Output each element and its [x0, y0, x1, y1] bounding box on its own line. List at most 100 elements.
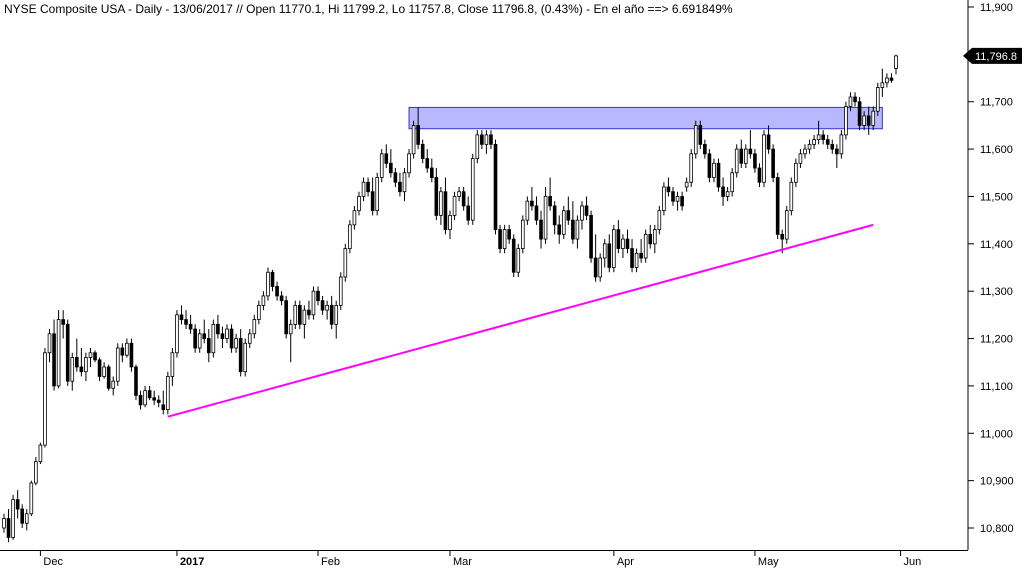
candle-body	[357, 196, 361, 212]
candle-body	[338, 276, 343, 306]
candle-body	[211, 323, 216, 354]
y-tick-label: 10,800	[980, 523, 1014, 535]
candle-body	[379, 153, 384, 178]
candle-body	[480, 134, 484, 145]
candle	[466, 196, 471, 225]
candle	[261, 291, 266, 311]
candle	[816, 120, 821, 145]
candle	[448, 210, 452, 240]
candle	[675, 191, 680, 211]
candle-body	[862, 115, 866, 126]
candle-body	[885, 77, 889, 84]
candle-body	[193, 328, 197, 349]
candle-body	[489, 134, 493, 145]
chart-title: NYSE Composite USA - Daily - 13/06/2017 …	[4, 2, 733, 16]
x-tick-label: Apr	[617, 556, 634, 568]
candle-body	[325, 304, 329, 311]
candle-body	[179, 314, 184, 321]
candle	[753, 149, 757, 173]
candle	[29, 480, 34, 517]
candle-body	[766, 134, 771, 150]
candle	[220, 326, 225, 349]
candle-body	[11, 499, 15, 538]
candle	[598, 253, 602, 282]
candle-body	[52, 333, 56, 387]
candle	[61, 310, 65, 339]
candle-body	[794, 162, 798, 183]
candle	[730, 168, 734, 197]
candle	[539, 210, 543, 249]
candle	[612, 224, 616, 273]
candle	[216, 314, 220, 339]
candle	[703, 139, 707, 159]
candle	[379, 149, 384, 183]
candle-body	[348, 224, 352, 249]
candle	[316, 286, 320, 306]
candle	[348, 220, 352, 254]
candle	[880, 68, 885, 97]
x-tick-label: Jun	[904, 556, 922, 568]
candle-body	[835, 148, 839, 155]
candle	[206, 329, 211, 363]
candle	[320, 295, 325, 315]
candle	[662, 182, 666, 216]
candle-body	[425, 158, 430, 169]
candle-body	[507, 229, 511, 240]
candle-body	[275, 286, 279, 297]
candle-body	[571, 219, 575, 240]
candle	[580, 201, 584, 230]
candle-body	[771, 148, 775, 178]
candle	[6, 509, 11, 543]
candle	[525, 196, 530, 225]
candle	[616, 220, 621, 254]
candle	[184, 310, 188, 330]
candle-body	[475, 134, 480, 159]
candle	[88, 348, 93, 367]
candle-body	[29, 482, 34, 515]
candle	[398, 172, 402, 197]
candle	[293, 300, 298, 330]
candle	[279, 291, 284, 306]
candle	[671, 186, 675, 206]
candle	[680, 191, 684, 211]
candle-body	[775, 177, 780, 235]
candle-body	[443, 191, 448, 231]
candle-body	[439, 191, 443, 216]
candle-body	[866, 115, 871, 126]
candle	[47, 329, 52, 363]
candle-body	[598, 257, 602, 278]
candle-body	[671, 191, 675, 202]
candle	[2, 513, 6, 533]
candle	[97, 357, 102, 382]
candle-body	[530, 200, 534, 207]
candle	[844, 101, 848, 140]
candle-body	[138, 394, 143, 406]
candle-body	[115, 347, 120, 382]
candle	[56, 310, 61, 389]
candle-body	[853, 96, 857, 103]
candle	[480, 130, 484, 150]
candle	[748, 130, 753, 159]
candle-body	[780, 233, 785, 240]
candle-body	[352, 210, 357, 226]
candle	[862, 111, 866, 131]
candle	[689, 149, 694, 187]
last-price-tag	[963, 47, 1022, 64]
candle	[161, 390, 166, 415]
candle	[894, 54, 898, 75]
candle-body	[511, 238, 516, 273]
candle-body	[848, 96, 853, 107]
candle	[429, 158, 434, 183]
candle	[498, 224, 502, 254]
candle-body	[607, 243, 612, 268]
candle-body	[448, 214, 452, 231]
candle-body	[15, 499, 20, 510]
candle-body	[612, 229, 616, 268]
candle-body	[47, 333, 52, 354]
candle-body	[561, 210, 566, 235]
candle	[175, 310, 179, 358]
candle	[698, 120, 703, 150]
candle-body	[452, 196, 457, 216]
candle	[875, 82, 880, 116]
candle-body	[247, 333, 252, 344]
